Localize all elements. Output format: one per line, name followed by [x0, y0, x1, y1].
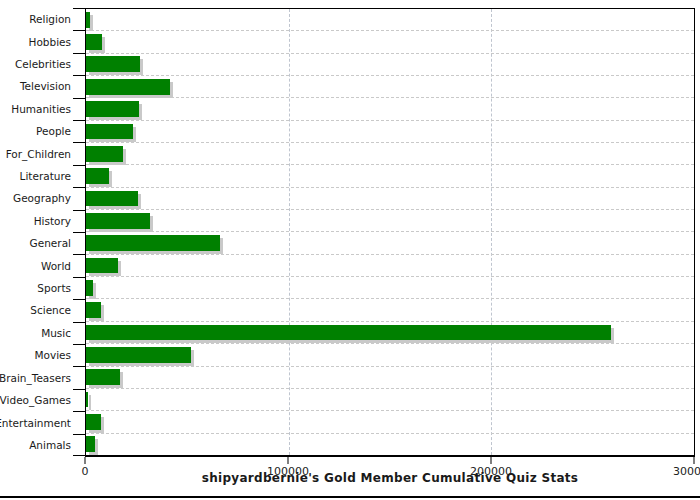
chart-title: shipyardbernie's Gold Member Cumulative … — [85, 471, 695, 485]
chart-row-entertainment — [86, 411, 694, 433]
y-tick — [73, 187, 85, 188]
y-label-hobbies: Hobbies — [0, 30, 78, 52]
y-tick — [73, 8, 85, 9]
bar-rows — [86, 9, 694, 455]
chart-row-for_children — [86, 143, 694, 165]
chart-row-history — [86, 210, 694, 232]
bar-humanities — [86, 101, 139, 117]
bar-people — [86, 124, 133, 140]
chart-row-geography — [86, 188, 694, 210]
chart-row-world — [86, 255, 694, 277]
y-label-history: History — [0, 210, 78, 232]
chart-row-science — [86, 299, 694, 321]
chart-row-humanities — [86, 98, 694, 120]
y-label-movies: Movies — [0, 344, 78, 366]
chart-row-movies — [86, 344, 694, 366]
y-tick — [73, 165, 85, 166]
y-label-for_children: For_Children — [0, 142, 78, 164]
y-label-video_games: Video_Games — [0, 389, 78, 411]
y-tick — [73, 142, 85, 143]
chart-row-literature — [86, 165, 694, 187]
y-label-science: Science — [0, 299, 78, 321]
bar-world — [86, 258, 118, 274]
chart-row-brain_teasers — [86, 367, 694, 389]
bar-animals — [86, 436, 95, 452]
bar-sports — [86, 280, 93, 296]
y-tick — [73, 30, 85, 31]
y-label-music: Music — [0, 322, 78, 344]
bar-celebrities — [86, 56, 140, 72]
bar-hobbies — [86, 34, 102, 50]
bar-geography — [86, 191, 138, 207]
bar-for_children — [86, 146, 123, 162]
y-tick — [73, 53, 85, 54]
y-label-world: World — [0, 254, 78, 276]
bar-religion — [86, 12, 90, 28]
y-label-animals: Animals — [0, 434, 78, 456]
y-tick — [73, 366, 85, 367]
x-tick — [694, 457, 695, 464]
chart-row-television — [86, 76, 694, 98]
chart-row-general — [86, 232, 694, 254]
y-label-brain_teasers: Brain_Teasers — [0, 367, 78, 389]
chart-row-animals — [86, 434, 694, 455]
y-axis-labels: ReligionHobbiesCelebritiesTelevisionHuma… — [0, 8, 78, 456]
chart-row-video_games — [86, 389, 694, 411]
chart-row-music — [86, 322, 694, 344]
y-axis-ticks — [73, 8, 85, 456]
y-label-people: People — [0, 120, 78, 142]
y-label-general: General — [0, 232, 78, 254]
bar-general — [86, 235, 220, 251]
chart-row-religion — [86, 9, 694, 31]
bar-literature — [86, 168, 109, 184]
y-tick — [73, 120, 85, 121]
chart-row-hobbies — [86, 31, 694, 53]
y-tick — [73, 322, 85, 323]
x-tick — [85, 457, 86, 464]
y-tick — [73, 411, 85, 412]
chart-row-people — [86, 121, 694, 143]
bottom-divider — [0, 496, 700, 498]
y-tick — [73, 344, 85, 345]
y-tick — [73, 455, 85, 456]
bar-movies — [86, 347, 191, 363]
y-tick — [73, 389, 85, 390]
y-tick — [73, 277, 85, 278]
bar-video_games — [86, 392, 88, 408]
bar-television — [86, 79, 170, 95]
y-label-entertainment: Entertainment — [0, 411, 78, 433]
bar-music — [86, 325, 611, 341]
y-label-religion: Religion — [0, 8, 78, 30]
y-label-geography: Geography — [0, 187, 78, 209]
plot-area — [85, 8, 695, 457]
y-tick — [73, 299, 85, 300]
x-tick — [288, 457, 289, 464]
y-label-literature: Literature — [0, 165, 78, 187]
x-tick — [491, 457, 492, 464]
bar-brain_teasers — [86, 369, 120, 385]
y-tick — [73, 232, 85, 233]
y-label-television: Television — [0, 75, 78, 97]
y-tick — [73, 254, 85, 255]
y-label-humanities: Humanities — [0, 98, 78, 120]
y-tick — [73, 434, 85, 435]
y-label-celebrities: Celebrities — [0, 53, 78, 75]
bar-entertainment — [86, 414, 101, 430]
bar-history — [86, 213, 150, 229]
bar-science — [86, 302, 101, 318]
y-tick — [73, 210, 85, 211]
chart-row-celebrities — [86, 54, 694, 76]
y-label-sports: Sports — [0, 277, 78, 299]
y-tick — [73, 75, 85, 76]
quiz-stats-bar-chart: ReligionHobbiesCelebritiesTelevisionHuma… — [0, 0, 700, 500]
y-tick — [73, 98, 85, 99]
chart-row-sports — [86, 277, 694, 299]
